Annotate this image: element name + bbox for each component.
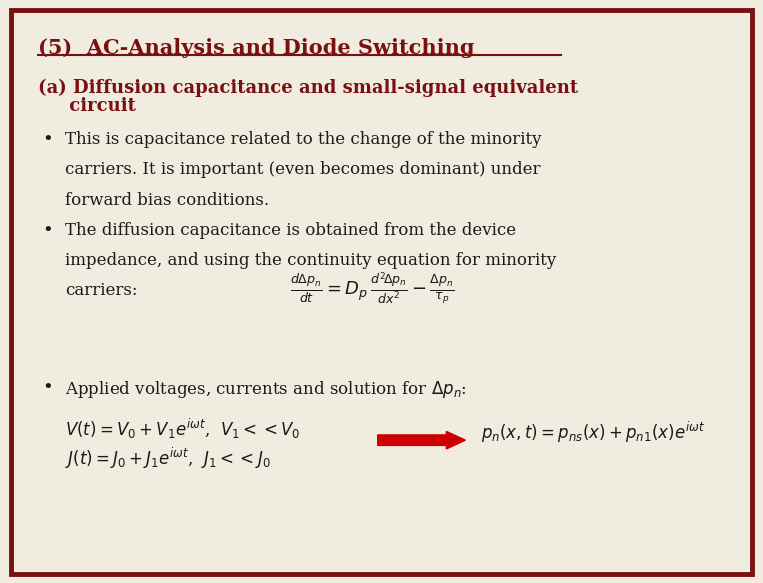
Text: •: • — [42, 222, 53, 240]
Text: This is capacitance related to the change of the minority: This is capacitance related to the chang… — [65, 131, 542, 148]
Text: carriers. It is important (even becomes dominant) under: carriers. It is important (even becomes … — [65, 161, 540, 178]
FancyBboxPatch shape — [11, 10, 752, 574]
Text: •: • — [42, 131, 53, 149]
FancyArrow shape — [378, 431, 465, 449]
Text: $J(t) = J_0 + J_1 e^{i\omega t}$,  $J_1 << J_0$: $J(t) = J_0 + J_1 e^{i\omega t}$, $J_1 <… — [65, 446, 271, 471]
Text: carriers:: carriers: — [65, 282, 137, 299]
Text: $p_n(x,t) = p_{ns}(x) + p_{n1}(x)e^{i\omega t}$: $p_n(x,t) = p_{ns}(x) + p_{n1}(x)e^{i\om… — [481, 420, 705, 445]
Text: circuit: circuit — [38, 97, 136, 115]
Text: $V(t) = V_0 + V_1 e^{i\omega t}$,  $V_1 << V_0$: $V(t) = V_0 + V_1 e^{i\omega t}$, $V_1 <… — [65, 417, 300, 441]
Text: forward bias conditions.: forward bias conditions. — [65, 192, 269, 209]
Text: (a) Diffusion capacitance and small-signal equivalent: (a) Diffusion capacitance and small-sign… — [38, 79, 578, 97]
Text: $\frac{d\Delta p_n}{dt} = D_p\, \frac{d^2\!\Delta p_n}{dx^2} - \frac{\Delta p_n}: $\frac{d\Delta p_n}{dt} = D_p\, \frac{d^… — [290, 271, 455, 307]
Text: (5)  AC-Analysis and Diode Switching: (5) AC-Analysis and Diode Switching — [38, 38, 475, 58]
Text: The diffusion capacitance is obtained from the device: The diffusion capacitance is obtained fr… — [65, 222, 516, 238]
Text: •: • — [42, 379, 53, 397]
Text: impedance, and using the continuity equation for minority: impedance, and using the continuity equa… — [65, 252, 556, 269]
Text: Applied voltages, currents and solution for $\Delta p_n$:: Applied voltages, currents and solution … — [65, 379, 467, 400]
